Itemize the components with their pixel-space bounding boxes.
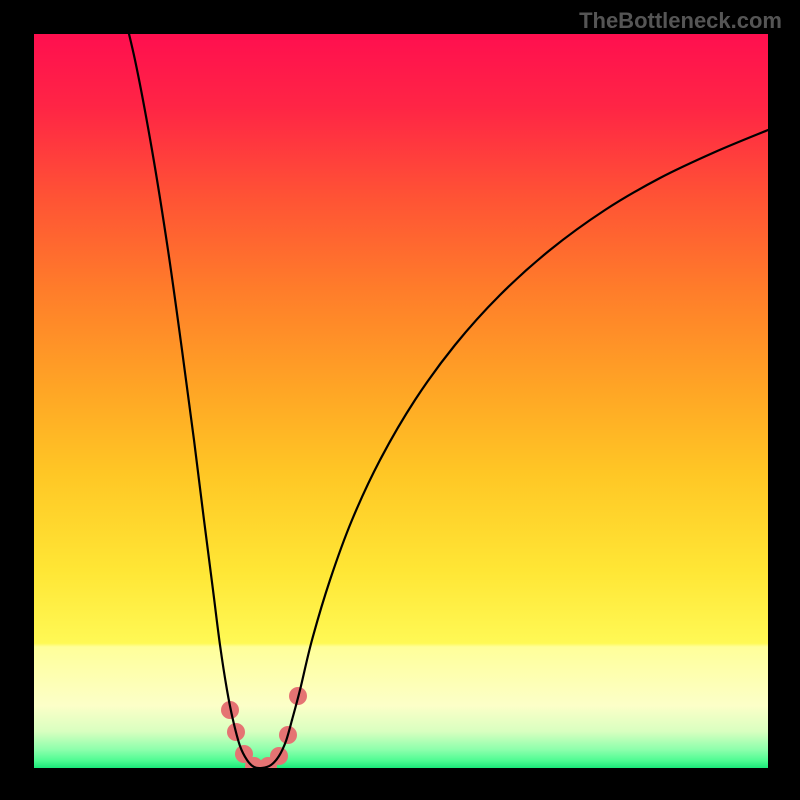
plot-gradient bbox=[34, 34, 768, 768]
bottleneck-chart bbox=[0, 0, 800, 800]
chart-container: TheBottleneck.com bbox=[0, 0, 800, 800]
watermark-text: TheBottleneck.com bbox=[579, 8, 782, 34]
